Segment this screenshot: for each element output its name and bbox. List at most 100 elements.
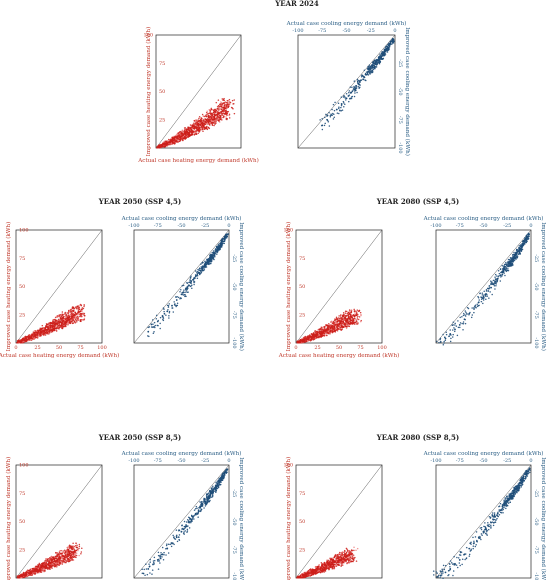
cooling-data-point <box>185 287 188 290</box>
heating-cloud-dot <box>71 322 74 325</box>
cooling-cloud-dot <box>189 276 192 279</box>
cooling-cloud-dot <box>478 299 480 301</box>
heating-x-tick-label: 50 <box>336 345 342 351</box>
heating-cloud-dot <box>203 122 206 125</box>
cooling-data-point <box>487 290 490 292</box>
heating-cloud-dot <box>212 118 215 121</box>
heating-cloud-dot <box>345 310 348 313</box>
heating-cloud-dot <box>59 326 61 328</box>
cooling-cloud-dot <box>454 322 456 325</box>
heating-cloud-dot <box>231 99 234 102</box>
cooling-data-point <box>194 275 197 278</box>
heating-data-point <box>212 116 215 118</box>
heating-cloud-dot <box>179 131 182 133</box>
cooling-cloud-dot <box>168 310 171 313</box>
cooling-cloud-dot <box>462 321 465 323</box>
cooling-cloud-dot <box>515 249 518 251</box>
heating-cloud-dot <box>77 318 79 320</box>
cooling-cloud-dot <box>337 107 340 110</box>
cooling-data-point <box>522 242 525 245</box>
heating-cloud-dot <box>336 329 339 332</box>
cooling-cloud-dot <box>152 319 154 321</box>
heating-cloud-dot <box>200 117 203 119</box>
cooling-cloud-dot <box>461 322 463 325</box>
cooling-cloud-dot <box>341 109 344 111</box>
heating-cloud-dot <box>57 324 59 327</box>
heating-cloud-dot <box>359 311 362 314</box>
heating-cloud-dot <box>77 305 79 307</box>
heating-data-point <box>224 107 227 110</box>
heating-data-point <box>161 144 164 147</box>
cooling-data-point <box>518 249 521 252</box>
heating-cloud-dot <box>303 336 305 339</box>
heating-data-point <box>207 118 210 121</box>
heating-cloud-dot <box>340 325 343 327</box>
heating-cloud-dot <box>347 321 349 323</box>
cooling-data-point <box>439 340 442 343</box>
cooling-cloud-dot <box>521 244 523 246</box>
cooling-cloud-dot <box>494 278 497 280</box>
heating-cloud-dot <box>55 326 57 328</box>
heating-cloud-dot <box>228 113 231 115</box>
heating-data-point <box>223 108 225 111</box>
cooling-x-axis-label: Actual case cooling energy demand (kWh) <box>121 215 242 222</box>
cooling-data-point <box>506 265 509 268</box>
heating-cloud-dot <box>223 99 226 102</box>
cooling-cloud-dot <box>214 249 216 252</box>
heating-data-point <box>206 119 208 122</box>
cooling-cloud-dot <box>210 254 213 257</box>
cooling-cloud-dot <box>340 96 343 98</box>
heating-cloud-dot <box>339 315 342 317</box>
heating-cloud-dot <box>197 119 199 121</box>
cooling-cloud-dot <box>212 250 215 252</box>
heating-cloud-dot <box>339 320 342 322</box>
cooling-cloud-dot <box>356 80 359 83</box>
heating-cloud-dot <box>25 571 28 573</box>
cooling-cloud-dot <box>353 80 356 82</box>
cooling-data-point <box>347 95 350 97</box>
cooling-data-point <box>350 91 353 94</box>
cooling-cloud-dot <box>353 86 356 89</box>
cooling-y-axis-label: Improved case cooling energy demand (kWh… <box>404 27 411 156</box>
heating-cloud-dot <box>80 304 83 307</box>
heating-cloud-dot <box>222 102 225 104</box>
cooling-cloud-dot <box>452 324 454 326</box>
cooling-cloud-dot <box>172 311 175 313</box>
cooling-data-point <box>201 267 204 270</box>
heating-data-point <box>45 328 47 331</box>
heating-cloud-dot <box>64 313 67 315</box>
cooling-data-point <box>484 293 487 296</box>
cooling-cloud-dot <box>518 245 521 247</box>
cooling-y-tick-label: -25 <box>397 59 403 67</box>
cooling-cloud-dot <box>348 90 351 92</box>
heating-cloud-dot <box>225 118 227 120</box>
cooling-cloud-dot <box>517 253 520 255</box>
heating-cloud-dot <box>198 116 201 118</box>
heating-cloud-dot <box>174 142 176 145</box>
cooling-cloud-dot <box>378 61 381 64</box>
heating-cloud-dot <box>197 122 199 125</box>
cooling-cloud-dot <box>495 284 497 287</box>
cooling-x-tick-label: 0 <box>227 223 230 229</box>
heating-cloud-dot <box>314 337 317 339</box>
heating-cloud-dot <box>203 128 206 131</box>
cooling-cloud-dot <box>189 285 192 288</box>
cooling-cloud-dot <box>361 74 364 77</box>
heating-cloud-dot <box>343 322 346 325</box>
cooling-cloud-dot <box>463 312 465 315</box>
cooling-cloud-dot <box>356 91 358 94</box>
cooling-cloud-dot <box>147 335 149 337</box>
heating-cloud-dot <box>233 112 236 115</box>
cooling-cloud-dot <box>165 314 167 316</box>
cooling-cloud-dot <box>331 108 333 111</box>
heating-x-tick-label: 25 <box>34 345 40 351</box>
cooling-cloud-dot <box>159 316 162 319</box>
cooling-x-tick-label: -50 <box>177 223 185 229</box>
heating-cloud-dot <box>178 134 181 137</box>
heating-cloud-dot <box>77 316 79 318</box>
cooling-cloud-dot <box>223 240 226 243</box>
cooling-cloud-dot <box>502 268 504 270</box>
heating-cloud-dot <box>203 118 206 121</box>
heating-cloud-dot <box>225 116 227 118</box>
heating-x-tick-label: 75 <box>77 345 83 351</box>
